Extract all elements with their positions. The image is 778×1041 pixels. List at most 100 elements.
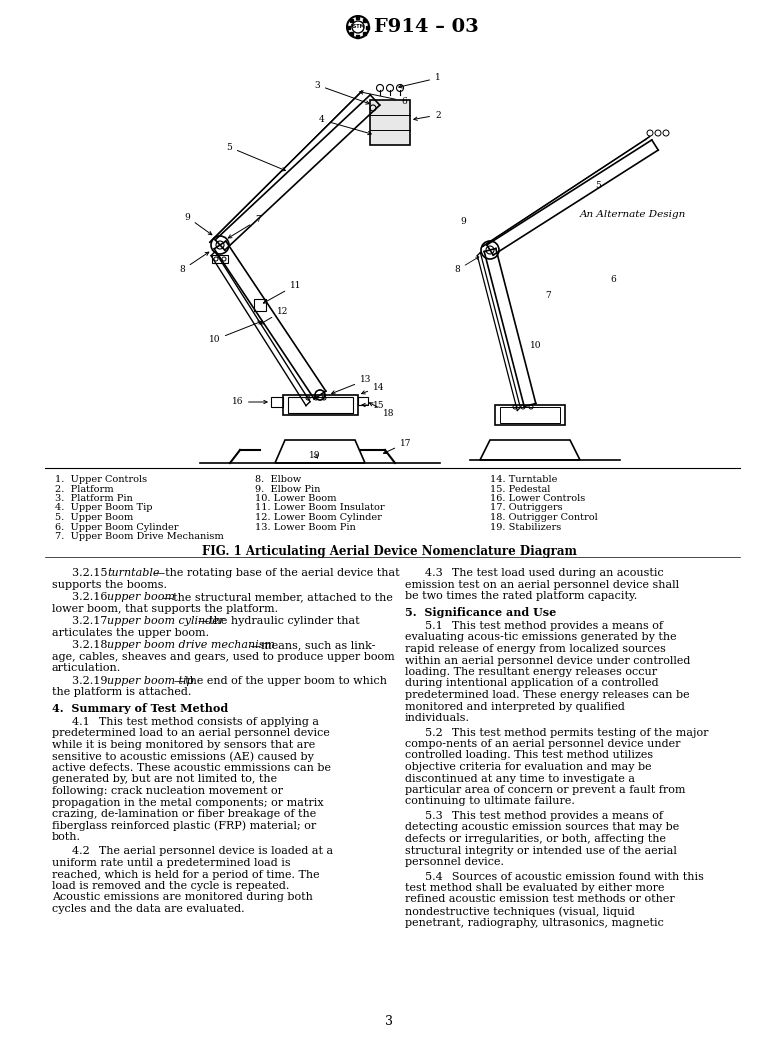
Text: 3.2.16: 3.2.16 <box>72 592 113 602</box>
Text: rapid release of energy from localized sources: rapid release of energy from localized s… <box>405 644 666 654</box>
Text: An Alternate Design: An Alternate Design <box>580 210 686 219</box>
Text: 8: 8 <box>179 252 209 275</box>
Text: personnel device.: personnel device. <box>405 857 504 867</box>
Text: —the rotating base of the aerial device that: —the rotating base of the aerial device … <box>154 568 400 578</box>
Text: 5.  Significance and Use: 5. Significance and Use <box>405 607 556 617</box>
Text: 4: 4 <box>319 116 371 134</box>
Text: structural integrity or intended use of the aerial: structural integrity or intended use of … <box>405 845 677 856</box>
Text: nondestructive techniques (visual, liquid: nondestructive techniques (visual, liqui… <box>405 906 635 916</box>
Text: 2: 2 <box>414 110 440 121</box>
Text: 10: 10 <box>530 340 541 350</box>
Text: 3.  Platform Pin: 3. Platform Pin <box>55 494 133 503</box>
Text: 10. Lower Boom: 10. Lower Boom <box>255 494 337 503</box>
Text: 4.2  The aerial personnel device is loaded at a: 4.2 The aerial personnel device is loade… <box>72 846 333 857</box>
Bar <box>495 405 565 425</box>
Text: discontinued at any time to investigate a: discontinued at any time to investigate … <box>405 773 635 784</box>
Text: 7: 7 <box>545 290 551 300</box>
Text: 17. Outriggers: 17. Outriggers <box>490 504 562 512</box>
Text: —the end of the upper boom to which: —the end of the upper boom to which <box>174 676 387 686</box>
Text: 3.2.17: 3.2.17 <box>72 616 113 626</box>
Text: 18. Outrigger Control: 18. Outrigger Control <box>490 513 598 522</box>
Text: upper boom cylinder: upper boom cylinder <box>107 616 224 626</box>
Text: reached, which is held for a period of time. The: reached, which is held for a period of t… <box>52 869 320 880</box>
Bar <box>350 19 352 22</box>
Text: predetermined load to an aerial personnel device: predetermined load to an aerial personne… <box>52 729 330 738</box>
Text: 3: 3 <box>385 1015 393 1029</box>
Text: —means, such as link-: —means, such as link- <box>250 640 375 650</box>
Text: upper boom: upper boom <box>107 592 175 602</box>
Text: 6: 6 <box>610 276 615 284</box>
Text: 6.  Upper Boom Cylinder: 6. Upper Boom Cylinder <box>55 523 178 532</box>
Text: 6: 6 <box>359 91 407 105</box>
Text: 5: 5 <box>226 143 286 171</box>
Text: 12. Lower Boom Cylinder: 12. Lower Boom Cylinder <box>255 513 382 522</box>
Text: during intentional application of a controlled: during intentional application of a cont… <box>405 679 659 688</box>
Text: F914 – 03: F914 – 03 <box>374 18 478 36</box>
Text: be two times the rated platform capacity.: be two times the rated platform capacity… <box>405 591 637 601</box>
Bar <box>350 32 352 35</box>
Text: 4.  Upper Boom Tip: 4. Upper Boom Tip <box>55 504 152 512</box>
Bar <box>366 25 369 28</box>
Text: 17: 17 <box>384 438 412 454</box>
Text: refined acoustic emission test methods or other: refined acoustic emission test methods o… <box>405 894 675 905</box>
Text: defects or irregularities, or both, affecting the: defects or irregularities, or both, affe… <box>405 834 666 844</box>
Text: age, cables, sheaves and gears, used to produce upper boom: age, cables, sheaves and gears, used to … <box>52 652 394 661</box>
Text: penetrant, radiography, ultrasonics, magnetic: penetrant, radiography, ultrasonics, mag… <box>405 917 664 928</box>
Text: the platform is attached.: the platform is attached. <box>52 687 191 697</box>
Text: 8: 8 <box>454 257 478 275</box>
Text: 19. Stabilizers: 19. Stabilizers <box>490 523 561 532</box>
Bar <box>363 19 366 22</box>
Text: 4.1  This test method consists of applying a: 4.1 This test method consists of applyin… <box>72 717 319 727</box>
Text: 9.  Elbow Pin: 9. Elbow Pin <box>255 484 321 493</box>
Text: 5.2  This test method permits testing of the major: 5.2 This test method permits testing of … <box>425 728 709 737</box>
Text: within an aerial personnel device under controlled: within an aerial personnel device under … <box>405 656 690 665</box>
Text: individuals.: individuals. <box>405 713 470 723</box>
Text: detecting acoustic emission sources that may be: detecting acoustic emission sources that… <box>405 822 679 833</box>
Text: propagation in the metal components; or matrix: propagation in the metal components; or … <box>52 797 324 808</box>
Circle shape <box>481 242 499 259</box>
Text: test method shall be evaluated by either more: test method shall be evaluated by either… <box>405 883 664 893</box>
Text: —the structural member, attached to the: —the structural member, attached to the <box>162 592 393 602</box>
Text: emission test on an aerial personnel device shall: emission test on an aerial personnel dev… <box>405 580 679 589</box>
Text: 7: 7 <box>228 215 261 238</box>
Text: 15. Pedestal: 15. Pedestal <box>490 484 550 493</box>
Text: 16. Lower Controls: 16. Lower Controls <box>490 494 585 503</box>
Text: 14. Turntable: 14. Turntable <box>490 475 557 484</box>
Bar <box>358 397 368 405</box>
Text: 13. Lower Boom Pin: 13. Lower Boom Pin <box>255 523 356 532</box>
Text: 3.2.15: 3.2.15 <box>72 568 113 578</box>
Text: active defects. These acoustic emmissions can be: active defects. These acoustic emmission… <box>52 763 331 773</box>
Text: —the hydraulic cylinder that: —the hydraulic cylinder that <box>198 616 359 626</box>
Text: 18: 18 <box>370 403 394 417</box>
Text: generated by, but are not limited to, the: generated by, but are not limited to, th… <box>52 775 277 785</box>
Text: 10: 10 <box>209 321 261 345</box>
Text: 5.  Upper Boom: 5. Upper Boom <box>55 513 133 522</box>
Text: both.: both. <box>52 832 81 842</box>
Text: 7.  Upper Boom Drive Mechanism: 7. Upper Boom Drive Mechanism <box>55 532 224 541</box>
Circle shape <box>211 236 229 254</box>
Text: predetermined load. These energy releases can be: predetermined load. These energy release… <box>405 690 689 700</box>
Text: 14: 14 <box>362 382 384 393</box>
Text: 11. Lower Boom Insulator: 11. Lower Boom Insulator <box>255 504 384 512</box>
Text: 1: 1 <box>399 74 441 88</box>
Text: load is removed and the cycle is repeated.: load is removed and the cycle is repeate… <box>52 881 289 891</box>
Text: upper boom drive mechanism: upper boom drive mechanism <box>107 640 275 650</box>
Text: FIG. 1 Articulating Aerial Device Nomenclature Diagram: FIG. 1 Articulating Aerial Device Nomenc… <box>202 545 576 558</box>
Bar <box>356 16 359 19</box>
Text: 5.3  This test method provides a means of: 5.3 This test method provides a means of <box>425 811 663 821</box>
Text: crazing, de-lamination or fiber breakage of the: crazing, de-lamination or fiber breakage… <box>52 809 316 819</box>
Text: 11: 11 <box>264 280 302 303</box>
Text: turntable: turntable <box>107 568 159 578</box>
Text: sensitive to acoustic emissions (AE) caused by: sensitive to acoustic emissions (AE) cau… <box>52 752 314 762</box>
Text: supports the booms.: supports the booms. <box>52 580 167 589</box>
Bar <box>254 299 266 311</box>
Text: Acoustic emissions are monitored during both: Acoustic emissions are monitored during … <box>52 892 313 903</box>
Text: 3: 3 <box>314 80 370 104</box>
Text: 5.1  This test method provides a means of: 5.1 This test method provides a means of <box>425 621 663 631</box>
Text: 3.2.18: 3.2.18 <box>72 640 113 650</box>
Text: compo-nents of an aerial personnel device under: compo-nents of an aerial personnel devic… <box>405 739 681 750</box>
Text: cycles and the data are evaluated.: cycles and the data are evaluated. <box>52 904 244 914</box>
Bar <box>288 397 353 413</box>
Text: controlled loading. This test method utilizes: controlled loading. This test method uti… <box>405 751 653 761</box>
Text: evaluating acous-tic emissions generated by the: evaluating acous-tic emissions generated… <box>405 633 677 642</box>
